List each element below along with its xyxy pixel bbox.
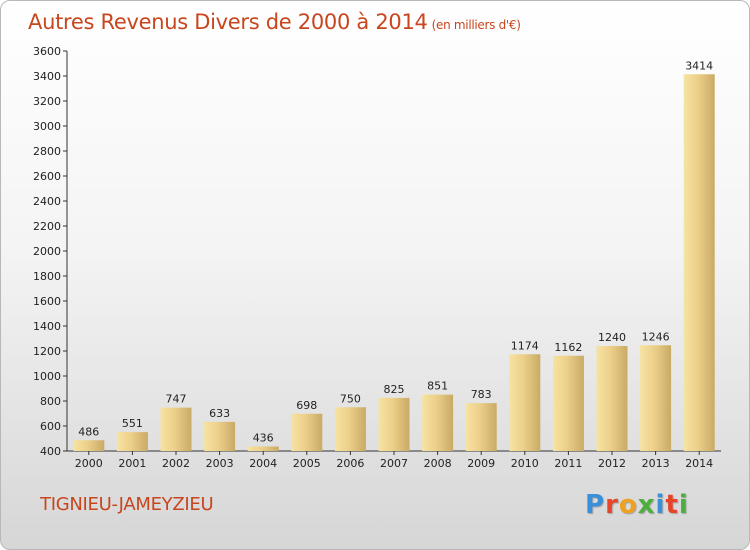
bar-value-label: 851 [427,380,448,393]
bar-value-label: 436 [253,432,274,445]
y-tick-label: 1600 [33,295,61,308]
y-tick-label: 2600 [33,170,61,183]
x-tick-label: 2005 [293,457,321,470]
bar-value-label: 825 [384,383,405,396]
x-tick-label: 2001 [118,457,146,470]
proxiti-logo[interactable]: Proxiti [585,490,689,520]
logo-letter: r [605,490,619,520]
bar-value-label: 747 [166,393,187,406]
bar [596,346,628,451]
x-tick-label: 2009 [467,457,495,470]
x-tick-label: 2000 [75,457,103,470]
x-tick-label: 2002 [162,457,190,470]
chart-title-text: Autres Revenus Divers de 2000 à 2014 [28,10,428,34]
bar [683,74,715,451]
bar-value-label: 633 [209,407,230,420]
bar-value-label: 1240 [598,331,626,344]
y-tick-label: 1200 [33,345,61,358]
y-tick-label: 800 [40,395,61,408]
chart-title: Autres Revenus Divers de 2000 à 2014 (en … [28,10,521,34]
logo-letter: i [678,490,689,520]
y-tick-label: 3600 [33,45,61,58]
bar-value-label: 551 [122,417,143,430]
x-tick-label: 2008 [424,457,452,470]
x-tick-label: 2011 [554,457,582,470]
y-tick-label: 3000 [33,120,61,133]
x-tick-label: 2014 [685,457,713,470]
y-tick-label: 2800 [33,145,61,158]
bar [116,432,148,451]
y-tick-label: 400 [40,445,61,458]
bar [291,413,323,451]
bar-value-label: 1246 [642,330,670,343]
x-tick-label: 2010 [511,457,539,470]
bar-value-label: 1174 [511,339,539,352]
x-tick-label: 2012 [598,457,626,470]
bar [465,403,497,451]
logo-letter: x [637,490,656,520]
bar [334,407,366,451]
logo-letter: i [655,490,666,520]
y-tick-label: 2400 [33,195,61,208]
y-tick-label: 2200 [33,220,61,233]
x-tick-label: 2006 [336,457,364,470]
bar [378,397,410,451]
x-tick-label: 2003 [206,457,234,470]
bar [204,421,236,451]
bar-value-label: 698 [296,399,317,412]
bar-value-label: 750 [340,392,361,405]
x-tick-label: 2007 [380,457,408,470]
bar [509,354,541,451]
bar [160,407,192,451]
logo-letter: P [585,490,606,520]
bar-value-label: 783 [471,388,492,401]
x-tick-label: 2013 [642,457,670,470]
chart-unit: (en milliers d'€) [431,18,521,32]
y-tick-label: 3200 [33,95,61,108]
y-tick-label: 600 [40,420,61,433]
y-tick-label: 3400 [33,70,61,83]
y-tick-label: 1800 [33,270,61,283]
location-label: TIGNIEU-JAMEYZIEU [40,494,214,515]
bar-value-label: 3414 [685,59,713,72]
logo-letter: t [665,490,679,520]
bar [73,440,105,451]
bar [422,394,454,451]
bar-value-label: 1162 [554,341,582,354]
bar [640,345,672,451]
logo-letter: o [618,490,638,520]
bar-value-label: 486 [78,425,99,438]
bar [247,446,279,451]
x-tick-label: 2004 [249,457,277,470]
y-tick-label: 2000 [33,245,61,258]
y-tick-label: 1400 [33,320,61,333]
bar [552,355,584,451]
y-tick-label: 1000 [33,370,61,383]
